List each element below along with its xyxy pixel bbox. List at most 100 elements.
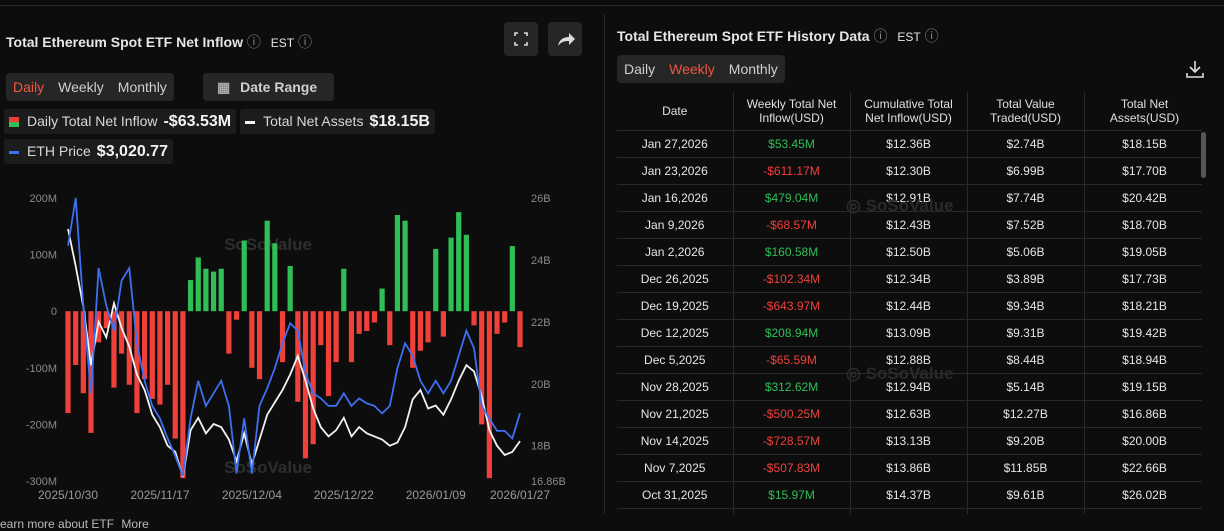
legend-item: Total Net Assets $18.15B [240,109,435,134]
bar [371,311,378,323]
table-cell: Dec 12,2025 [617,319,734,347]
table-cell: $9.34B [967,292,1085,320]
table-cell: $5.06B [967,238,1085,266]
title: Total Ethereum Spot ETF Net Inflow [6,34,243,50]
y2-tick-label: 20B [531,379,551,391]
left-title: Total Ethereum Spot ETF Net Inflow ⓘ EST… [6,34,312,50]
table-cell: $14.35B [850,508,968,514]
bar [203,268,209,312]
table-cell: -$102.34M [733,265,851,293]
table-row: Dec 19,2025 -$643.97M $12.44B $9.34B $18.21B [617,292,1202,320]
bar [134,311,140,414]
table-cell: Dec 5,2025 [617,346,734,374]
date-range-button[interactable]: ▦ Date Range [203,73,334,101]
y2-tick-label: 22B [531,317,551,329]
table-cell: $7.52B [967,211,1085,239]
share-button[interactable] [548,22,582,56]
bar [509,246,515,312]
title: Total Ethereum Spot ETF History Data [617,28,870,44]
fullscreen-button[interactable] [504,22,538,56]
date-range: Date Range [240,79,318,95]
bar [402,220,408,312]
column-header: Cumulative Total Net Inflow(USD) [850,92,968,131]
table-cell: $13.13B [850,427,968,455]
bar [218,268,224,312]
legend-name: ETH Price [27,143,91,159]
table-row: Oct 24,2025-$243.91M$14.35B$10.88B$26.39… [617,508,1202,514]
timezone: EST [270,36,295,50]
legend: Daily Total Net Inflow -$63.53M Total Net … [4,109,474,169]
table-cell: $13.86B [850,454,968,482]
legend-swatch [9,117,19,128]
table-cell: $26.02B [1084,481,1202,509]
table-cell: $10.88B [967,508,1085,514]
download-icon[interactable] [1184,58,1206,80]
table-cell: $9.20B [967,427,1085,455]
bar [394,214,401,312]
table-row: Nov 21,2025 -$500.25M $12.63B $12.27B $16.86… [617,400,1202,428]
y-tick-label: -200M [26,419,57,431]
y-tick-label: 100M [29,250,57,262]
bar [111,311,117,388]
footer-text: earn more about ETF [0,517,115,531]
tab[interactable]: Monthly [117,79,167,95]
table-cell: -$643.97M [733,292,851,320]
table-cell: $12.94B [850,373,968,401]
watermark: ◎ SoSoValue [846,364,954,383]
column-header: Weekly Total Net Inflow(USD) [733,92,851,131]
scrollbar[interactable] [1201,132,1206,178]
bar [463,234,469,312]
legend-value: $3,020.77 [96,143,168,160]
table-cell: $8.44B [967,346,1085,374]
y2-tick-label: 18B [531,441,551,453]
table-row: Nov 7,2025 -$507.83M $13.86B $11.85B $22.66B [617,454,1202,482]
bar [264,220,270,312]
legend-value: $18.15B [369,113,430,130]
share-icon [558,33,575,46]
bar [333,311,339,363]
table-cell: -$507.83M [733,454,851,482]
line [67,228,521,477]
timezone: EST [897,30,921,44]
bar [364,311,370,332]
bar [448,237,454,312]
table-cell: $17.70B [1084,157,1202,185]
bar [119,311,125,354]
table-row: Jan 27,2026 $53.45M $12.36B $2.74B $18.15B [617,130,1202,158]
bar [256,311,263,380]
table-cell: $18.94B [1084,346,1202,374]
bar [479,311,485,425]
bar [279,311,286,363]
tab[interactable]: Daily [624,61,656,77]
left-tabs: Daily Weekly Monthly [6,73,174,101]
bar [325,311,332,397]
tab[interactable]: Weekly [58,79,104,95]
table-cell: $479.04M [733,184,851,212]
bar [210,271,217,312]
bar [287,265,293,312]
table-cell: $12.43B [850,211,968,239]
footer-link[interactable]: More [121,517,149,531]
table-cell: $160.58M [733,238,851,266]
tab[interactable]: Daily [13,79,45,95]
y-tick-label: -100M [26,363,57,375]
table-cell: $19.05B [1084,238,1202,266]
bar [142,311,148,380]
table-cell: Dec 26,2025 [617,265,734,293]
table-cell: $312.62M [733,373,851,401]
x-tick-label: 2026/01/09 [406,488,466,502]
bar [249,311,255,368]
bar [318,311,324,346]
tab[interactable]: Monthly [728,61,778,77]
tab[interactable]: Weekly [669,61,715,77]
table-cell: $208.94M [733,319,851,347]
bar [302,311,309,459]
table-cell: $12.88B [850,346,968,374]
table-cell: -$611.17M [733,157,851,185]
column-header: Total Net Assets(USD) [1084,92,1202,131]
table-cell: $18.70B [1084,211,1202,239]
table-row: Jan 2,2026 $160.58M $12.50B $5.06B $19.05B [617,238,1202,266]
bar [310,311,316,445]
table-cell: $18.21B [1084,292,1202,320]
table-cell: $3.89B [967,265,1085,293]
